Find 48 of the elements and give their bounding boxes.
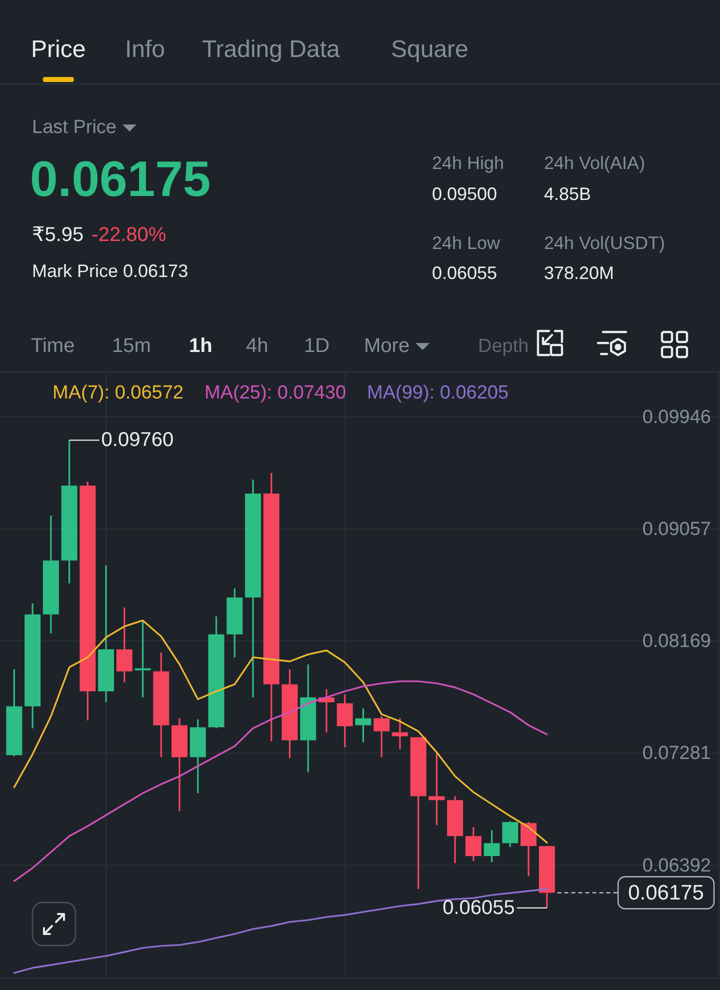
text: MA(25): 0.07430 xyxy=(204,382,346,404)
text: Depth xyxy=(478,336,529,357)
text: 24h Low xyxy=(432,233,502,253)
text: 1h xyxy=(189,335,212,357)
y-tick-label: 0.08169 xyxy=(642,631,711,652)
candlestick xyxy=(520,821,537,877)
y-tick-label: 0.06392 xyxy=(642,855,711,876)
line-series xyxy=(13,680,548,882)
candlestick xyxy=(484,829,500,863)
annotation: 0.09760 xyxy=(101,429,174,452)
candlestick xyxy=(116,606,132,684)
text: Mark Price 0.06173 xyxy=(32,261,188,281)
text: MA(7): 0.06572 xyxy=(52,382,184,404)
text: Last Price xyxy=(32,117,116,138)
text: 0.06175 xyxy=(30,151,211,207)
y-tick-label: 0.07281 xyxy=(642,743,711,764)
text: MA(99): 0.06205 xyxy=(367,382,509,404)
candlestick xyxy=(374,715,390,758)
text: ₹5.95 xyxy=(32,224,84,246)
candlestick xyxy=(465,826,482,862)
candlestick xyxy=(502,820,518,848)
candlestick xyxy=(355,708,372,744)
text: More xyxy=(364,335,410,357)
text: Square xyxy=(391,36,468,63)
text: 24h High xyxy=(432,153,504,173)
candlestick xyxy=(392,718,408,750)
line-series xyxy=(13,888,548,974)
text: 0.09500 xyxy=(432,184,498,204)
annotation: 0.06055 xyxy=(442,896,515,919)
text: -22.80% xyxy=(92,224,166,246)
y-tick-label: 0.09946 xyxy=(642,406,711,428)
text: 15m xyxy=(112,335,151,357)
candlestick xyxy=(428,751,445,826)
ref-line-label: 0.06175 xyxy=(628,881,704,904)
y-tick-label: 0.09057 xyxy=(642,519,711,540)
text: 1D xyxy=(304,335,330,357)
text: Price xyxy=(31,36,86,63)
text: Info xyxy=(125,36,166,63)
text: Time xyxy=(31,335,75,357)
text: 24h Vol(AIA) xyxy=(544,153,646,173)
text: 4.85B xyxy=(544,184,592,204)
text: 4h xyxy=(246,335,268,357)
text: 378.20M xyxy=(544,263,614,283)
candlestick xyxy=(336,694,353,748)
text: 0.06055 xyxy=(432,263,498,283)
text: Trading Data xyxy=(202,36,340,63)
text: 24h Vol(USDT) xyxy=(544,233,666,253)
candlestick xyxy=(134,620,151,698)
